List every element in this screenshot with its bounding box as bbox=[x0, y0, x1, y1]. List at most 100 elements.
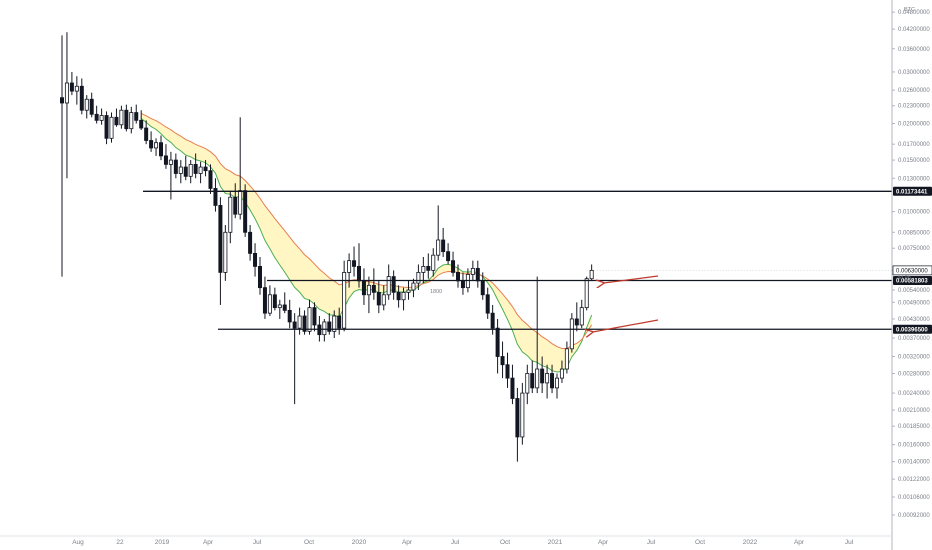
x-tick-label: Apr bbox=[203, 539, 214, 546]
candle-body-up bbox=[381, 294, 386, 306]
y-tick-label: 0.00185000 bbox=[898, 424, 930, 430]
candle bbox=[292, 313, 297, 405]
candle-body-down bbox=[540, 368, 545, 384]
candle bbox=[213, 178, 218, 212]
y-tick-label: 0.00750000 bbox=[898, 246, 930, 252]
candle-body-up bbox=[406, 289, 411, 293]
candle-body-down bbox=[455, 272, 460, 282]
candle bbox=[451, 251, 456, 277]
candle-body-down bbox=[183, 166, 188, 177]
x-tick-label: Jul bbox=[451, 539, 460, 546]
candle bbox=[391, 270, 396, 300]
candle bbox=[574, 302, 579, 332]
candle-body-up bbox=[416, 272, 421, 284]
candle bbox=[366, 276, 371, 314]
candle-body-up bbox=[84, 98, 89, 111]
candle bbox=[559, 360, 564, 383]
candle bbox=[218, 197, 223, 305]
candle-body-up bbox=[559, 368, 564, 379]
candle bbox=[371, 268, 376, 300]
candle bbox=[396, 285, 401, 308]
candle-body-up bbox=[168, 159, 173, 165]
y-tick-label: 0.00850000 bbox=[898, 230, 930, 236]
y-tick-label: 0.01000000 bbox=[898, 210, 930, 216]
candle-body-up bbox=[322, 321, 327, 336]
candle-body-down bbox=[441, 239, 446, 253]
ma-fast-line bbox=[140, 118, 593, 373]
x-tick-label: 22 bbox=[116, 539, 124, 546]
candle bbox=[352, 246, 357, 277]
horizontal-levels[interactable]: 0.01173441 0.00581803 0.00396500 bbox=[143, 186, 932, 334]
candle bbox=[441, 227, 446, 257]
candle bbox=[347, 253, 352, 288]
candle-body-down bbox=[173, 159, 178, 174]
candle-body-down bbox=[302, 315, 307, 332]
candle bbox=[332, 310, 337, 339]
candle bbox=[60, 35, 65, 277]
candle-body-up bbox=[238, 190, 243, 215]
candle bbox=[302, 310, 307, 335]
candle-body-up bbox=[470, 267, 475, 275]
candle bbox=[564, 341, 569, 374]
candle-body-down bbox=[530, 373, 535, 389]
candle-body-up bbox=[198, 166, 203, 174]
y-tick-label: 0.00430000 bbox=[898, 317, 930, 323]
candle bbox=[114, 108, 119, 127]
candle bbox=[69, 71, 74, 96]
candle-body-down bbox=[475, 267, 480, 282]
candle bbox=[545, 364, 550, 399]
time-axis[interactable]: Aug 22 2019 Apr Jul Oct 2020 Apr Jul Oct 2021 Apr Ju… bbox=[0, 535, 892, 546]
candle bbox=[431, 248, 436, 277]
candle bbox=[401, 287, 406, 311]
candle bbox=[520, 382, 525, 445]
candle-body-up bbox=[411, 282, 416, 291]
candle bbox=[109, 112, 114, 143]
annotation-arrow-bottom bbox=[593, 319, 659, 332]
candle-body-down bbox=[218, 205, 223, 273]
candle-body-down bbox=[243, 190, 248, 233]
candle-body-up bbox=[520, 392, 525, 438]
candle bbox=[84, 95, 89, 119]
candle bbox=[446, 243, 451, 265]
candle bbox=[257, 256, 262, 295]
y-tick-label: 0.00490000 bbox=[898, 300, 930, 306]
x-tick-label: Oct bbox=[695, 539, 705, 546]
candle bbox=[282, 292, 287, 314]
candle bbox=[530, 360, 535, 394]
candle bbox=[208, 164, 213, 194]
ma-band bbox=[140, 113, 593, 373]
candle bbox=[376, 280, 381, 314]
candle bbox=[322, 318, 327, 342]
y-tick-label: 0.00106000 bbox=[898, 495, 930, 501]
level-price-label: 0.00396500 bbox=[896, 327, 928, 333]
x-tick-label: 2020 bbox=[352, 539, 367, 546]
candle-body-down bbox=[396, 291, 401, 301]
x-tick-label: Jul bbox=[845, 539, 854, 546]
candle-body-up bbox=[119, 109, 124, 126]
candle bbox=[495, 318, 500, 374]
candle-body-down bbox=[253, 252, 258, 267]
candle bbox=[515, 387, 520, 462]
candle bbox=[99, 108, 104, 125]
candle bbox=[253, 243, 258, 277]
candle-body-up bbox=[307, 307, 312, 332]
candle-body-up bbox=[332, 315, 337, 332]
price-axis[interactable]: BTC 0.04800000 0.04200000 0.03600000 0.0300… bbox=[593, 0, 932, 550]
candle-body-down bbox=[485, 294, 490, 314]
candle-body-down bbox=[446, 251, 451, 262]
candle bbox=[238, 117, 243, 220]
candle bbox=[139, 110, 144, 131]
y-tick-label: 0.00092000 bbox=[898, 513, 930, 519]
candle-body-down bbox=[312, 307, 317, 326]
candle-body-down bbox=[460, 280, 465, 289]
candle-body-up bbox=[64, 82, 69, 104]
candle-body-up bbox=[223, 231, 228, 273]
candle-body-down bbox=[104, 115, 109, 139]
candle bbox=[158, 135, 163, 161]
inline-level-label: 1800 bbox=[430, 289, 442, 295]
candle-body-down bbox=[134, 112, 139, 121]
candle bbox=[475, 260, 480, 288]
candle-body-up bbox=[569, 318, 574, 350]
candle-body-up bbox=[584, 278, 589, 309]
